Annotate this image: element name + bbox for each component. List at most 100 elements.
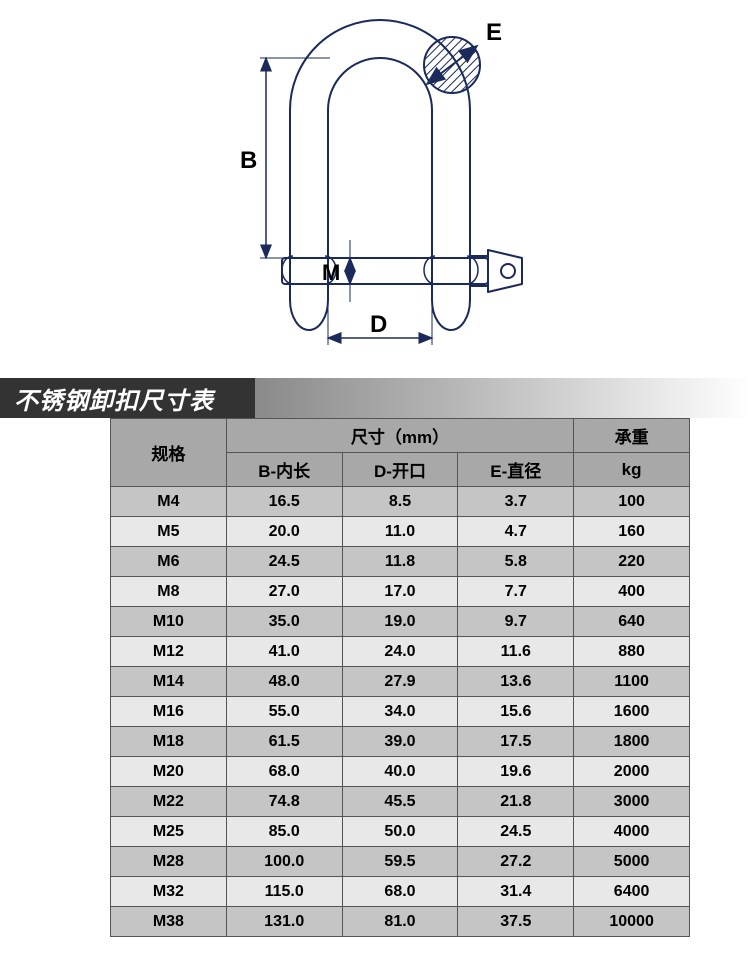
cell-b: 61.5	[226, 727, 342, 757]
cell-d: 19.0	[342, 607, 458, 637]
cell-kg: 2000	[574, 757, 690, 787]
cell-spec: M12	[111, 637, 227, 667]
cell-kg: 1100	[574, 667, 690, 697]
cell-kg: 6400	[574, 877, 690, 907]
cell-d: 50.0	[342, 817, 458, 847]
cell-d: 27.9	[342, 667, 458, 697]
cell-b: 115.0	[226, 877, 342, 907]
cell-d: 40.0	[342, 757, 458, 787]
cell-d: 45.5	[342, 787, 458, 817]
table-header: 规格 尺寸（mm） 承重 B-内长 D-开口 E-直径 kg	[111, 419, 690, 487]
cell-b: 55.0	[226, 697, 342, 727]
cell-d: 39.0	[342, 727, 458, 757]
label-M: M	[322, 260, 340, 285]
cell-kg: 10000	[574, 907, 690, 937]
cell-d: 11.0	[342, 517, 458, 547]
cell-spec: M32	[111, 877, 227, 907]
cell-e: 27.2	[458, 847, 574, 877]
label-B: B	[240, 147, 257, 174]
table-row: M827.017.07.7400	[111, 577, 690, 607]
cell-d: 8.5	[342, 487, 458, 517]
cell-spec: M4	[111, 487, 227, 517]
shackle-diagram: E B M D	[0, 0, 750, 378]
cell-kg: 640	[574, 607, 690, 637]
th-dims: 尺寸（mm）	[226, 419, 573, 453]
cell-spec: M6	[111, 547, 227, 577]
cell-b: 41.0	[226, 637, 342, 667]
table-row: M32115.068.031.46400	[111, 877, 690, 907]
cell-e: 19.6	[458, 757, 574, 787]
shackle-svg: E B M D	[0, 0, 750, 378]
th-d: D-开口	[342, 453, 458, 487]
table-row: M28100.059.527.25000	[111, 847, 690, 877]
cell-kg: 3000	[574, 787, 690, 817]
cell-e: 3.7	[458, 487, 574, 517]
label-E: E	[486, 19, 502, 46]
cell-kg: 1600	[574, 697, 690, 727]
table-row: M1241.024.011.6880	[111, 637, 690, 667]
cell-b: 68.0	[226, 757, 342, 787]
cell-kg: 400	[574, 577, 690, 607]
cell-spec: M20	[111, 757, 227, 787]
cell-spec: M5	[111, 517, 227, 547]
table-title: 不锈钢卸扣尺寸表	[0, 381, 214, 416]
cell-e: 7.7	[458, 577, 574, 607]
cell-d: 34.0	[342, 697, 458, 727]
cell-e: 4.7	[458, 517, 574, 547]
cell-spec: M14	[111, 667, 227, 697]
cell-spec: M38	[111, 907, 227, 937]
spec-table-wrap: 规格 尺寸（mm） 承重 B-内长 D-开口 E-直径 kg M416.58.5…	[0, 418, 750, 957]
cell-b: 20.0	[226, 517, 342, 547]
cell-b: 131.0	[226, 907, 342, 937]
cell-kg: 5000	[574, 847, 690, 877]
th-e: E-直径	[458, 453, 574, 487]
label-D: D	[370, 311, 387, 338]
th-b: B-内长	[226, 453, 342, 487]
table-row: M2274.845.521.83000	[111, 787, 690, 817]
cell-kg: 220	[574, 547, 690, 577]
table-row: M38131.081.037.510000	[111, 907, 690, 937]
th-load: 承重	[574, 419, 690, 453]
cell-spec: M8	[111, 577, 227, 607]
title-bar: 不锈钢卸扣尺寸表	[0, 378, 750, 418]
cell-b: 24.5	[226, 547, 342, 577]
cell-spec: M16	[111, 697, 227, 727]
table-body: M416.58.53.7100M520.011.04.7160M624.511.…	[111, 487, 690, 937]
cell-spec: M22	[111, 787, 227, 817]
th-kg: kg	[574, 453, 690, 487]
th-spec: 规格	[111, 419, 227, 487]
cell-e: 37.5	[458, 907, 574, 937]
cell-spec: M10	[111, 607, 227, 637]
cell-kg: 100	[574, 487, 690, 517]
cell-b: 35.0	[226, 607, 342, 637]
cell-e: 31.4	[458, 877, 574, 907]
cell-e: 11.6	[458, 637, 574, 667]
table-row: M1448.027.913.61100	[111, 667, 690, 697]
cell-e: 5.8	[458, 547, 574, 577]
cell-d: 81.0	[342, 907, 458, 937]
table-row: M624.511.85.8220	[111, 547, 690, 577]
cell-d: 59.5	[342, 847, 458, 877]
table-row: M1861.539.017.51800	[111, 727, 690, 757]
cell-d: 11.8	[342, 547, 458, 577]
cell-b: 16.5	[226, 487, 342, 517]
cell-b: 74.8	[226, 787, 342, 817]
cell-e: 9.7	[458, 607, 574, 637]
cell-kg: 880	[574, 637, 690, 667]
table-row: M2585.050.024.54000	[111, 817, 690, 847]
table-row: M2068.040.019.62000	[111, 757, 690, 787]
cell-e: 21.8	[458, 787, 574, 817]
cell-e: 17.5	[458, 727, 574, 757]
cell-d: 17.0	[342, 577, 458, 607]
cell-kg: 160	[574, 517, 690, 547]
table-row: M1655.034.015.61600	[111, 697, 690, 727]
cell-kg: 1800	[574, 727, 690, 757]
cell-b: 100.0	[226, 847, 342, 877]
cell-d: 24.0	[342, 637, 458, 667]
cell-b: 27.0	[226, 577, 342, 607]
cell-e: 15.6	[458, 697, 574, 727]
cell-spec: M18	[111, 727, 227, 757]
cell-spec: M28	[111, 847, 227, 877]
table-row: M1035.019.09.7640	[111, 607, 690, 637]
cell-e: 24.5	[458, 817, 574, 847]
